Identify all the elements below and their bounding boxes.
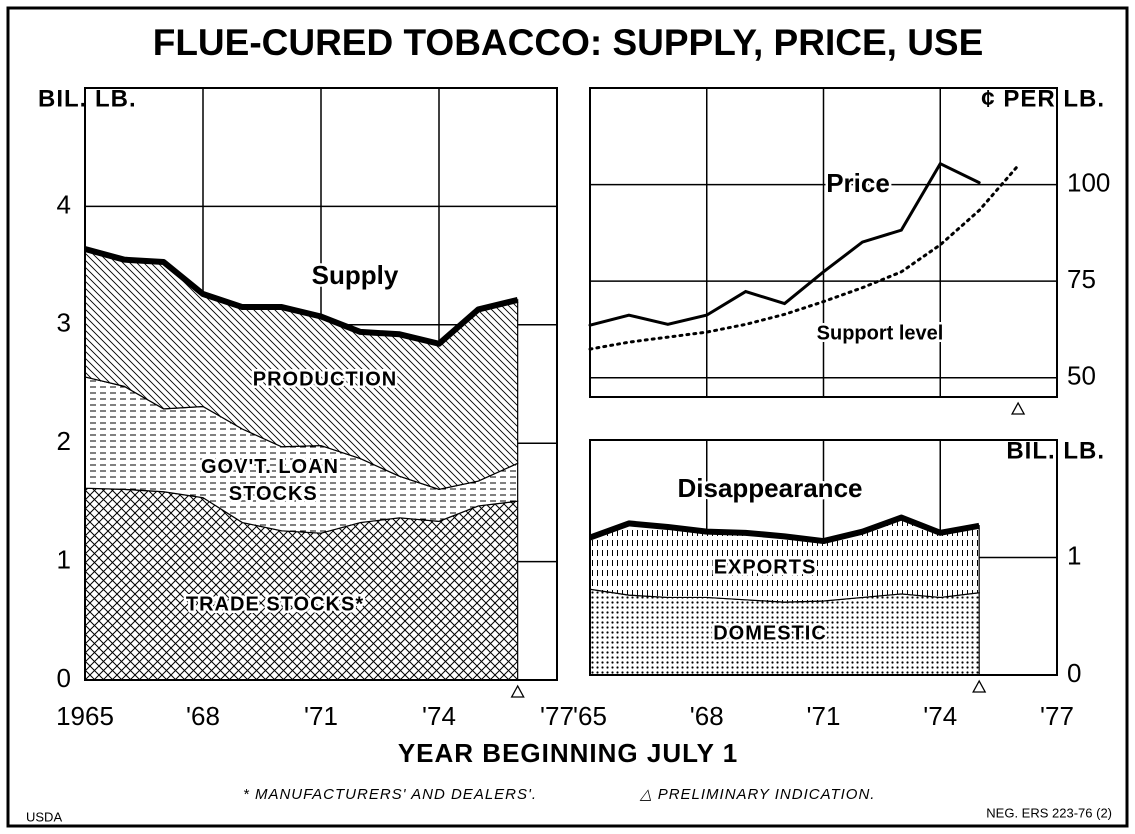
x-axis-label: YEAR BEGINNING JULY 1 [398,738,738,768]
footnote: △ PRELIMINARY INDICATION. [639,786,875,803]
source: USDA [26,809,62,824]
total-label: Supply [312,260,399,290]
footnote: * MANUFACTURERS' AND DEALERS'. [243,786,537,803]
total-label: Disappearance [678,473,863,503]
series-label: TRADE STOCKS* [186,593,364,615]
series-label: PRODUCTION [253,368,397,390]
y-tick-label: 1 [57,544,71,574]
line [588,164,1020,351]
x-tick-label: '74 [923,701,957,731]
y-tick-label: 2 [57,426,71,456]
preliminary-marker [510,684,525,698]
panel [589,440,1058,676]
series-label: GOV'T. LOAN STOCKS [201,456,339,505]
series-label: Support level [817,322,944,344]
total-line [588,514,980,545]
y-axis-label: BIL. LB. [38,85,137,112]
y-tick-label: 75 [1067,264,1096,294]
reference: NEG. ERS 223-76 (2) [986,805,1112,820]
y-tick-label: 3 [57,308,71,338]
panel [84,88,558,681]
y-tick-label: 4 [57,189,71,219]
y-tick-label: 1 [1067,540,1081,570]
y-tick-label: 0 [57,663,71,693]
x-tick-label: '68 [186,701,220,731]
line [588,161,981,327]
axes-frame [84,87,558,681]
y-axis-label: BIL. LB. [1006,437,1105,464]
x-tick-label: '65 [573,701,607,731]
x-tick-label: '68 [690,701,724,731]
x-tick-label: '77 [540,701,574,731]
panel [589,88,1058,397]
x-tick-label: '71 [304,701,338,731]
x-tick-label: '71 [807,701,841,731]
chart-title: FLUE-CURED TOBACCO: SUPPLY, PRICE, USE [153,22,984,63]
axes-frame [589,87,1058,398]
series-label: EXPORTS [714,556,817,578]
y-axis-label: ¢ PER LB. [981,85,1105,112]
y-tick-label: 100 [1067,167,1110,197]
x-tick-label: '74 [422,701,456,731]
series-label: Price [826,168,890,198]
preliminary-marker [972,679,987,693]
series-label-line: GOV'T. LOAN [201,456,339,478]
series-label: DOMESTIC [713,622,827,644]
series-label-line: STOCKS [222,483,318,505]
x-tick-label: '77 [1040,701,1074,731]
y-tick-label: 50 [1067,361,1096,391]
axes-frame [589,439,1058,676]
preliminary-marker [1010,401,1026,415]
total-line [84,246,519,347]
x-tick-label: 1965 [56,701,114,731]
y-tick-label: 0 [1067,658,1081,688]
